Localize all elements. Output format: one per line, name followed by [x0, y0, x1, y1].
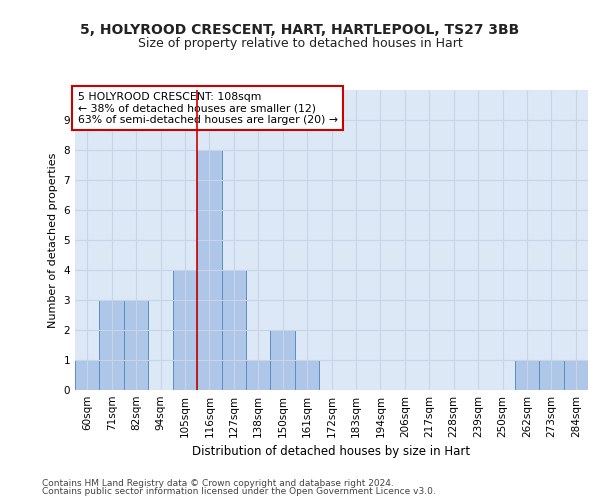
Bar: [221, 270, 246, 390]
Bar: [515, 360, 539, 390]
Bar: [539, 360, 563, 390]
Bar: [271, 330, 295, 390]
Bar: [295, 360, 319, 390]
Text: Contains HM Land Registry data © Crown copyright and database right 2024.: Contains HM Land Registry data © Crown c…: [42, 478, 394, 488]
Text: Contains public sector information licensed under the Open Government Licence v3: Contains public sector information licen…: [42, 487, 436, 496]
Y-axis label: Number of detached properties: Number of detached properties: [48, 152, 58, 328]
Bar: [197, 150, 221, 390]
Bar: [100, 300, 124, 390]
Text: Size of property relative to detached houses in Hart: Size of property relative to detached ho…: [137, 38, 463, 51]
Bar: [75, 360, 100, 390]
Bar: [124, 300, 148, 390]
Bar: [563, 360, 588, 390]
Text: 5 HOLYROOD CRESCENT: 108sqm
← 38% of detached houses are smaller (12)
63% of sem: 5 HOLYROOD CRESCENT: 108sqm ← 38% of det…: [77, 92, 338, 124]
Text: 5, HOLYROOD CRESCENT, HART, HARTLEPOOL, TS27 3BB: 5, HOLYROOD CRESCENT, HART, HARTLEPOOL, …: [80, 22, 520, 36]
X-axis label: Distribution of detached houses by size in Hart: Distribution of detached houses by size …: [193, 446, 470, 458]
Bar: [173, 270, 197, 390]
Bar: [246, 360, 271, 390]
